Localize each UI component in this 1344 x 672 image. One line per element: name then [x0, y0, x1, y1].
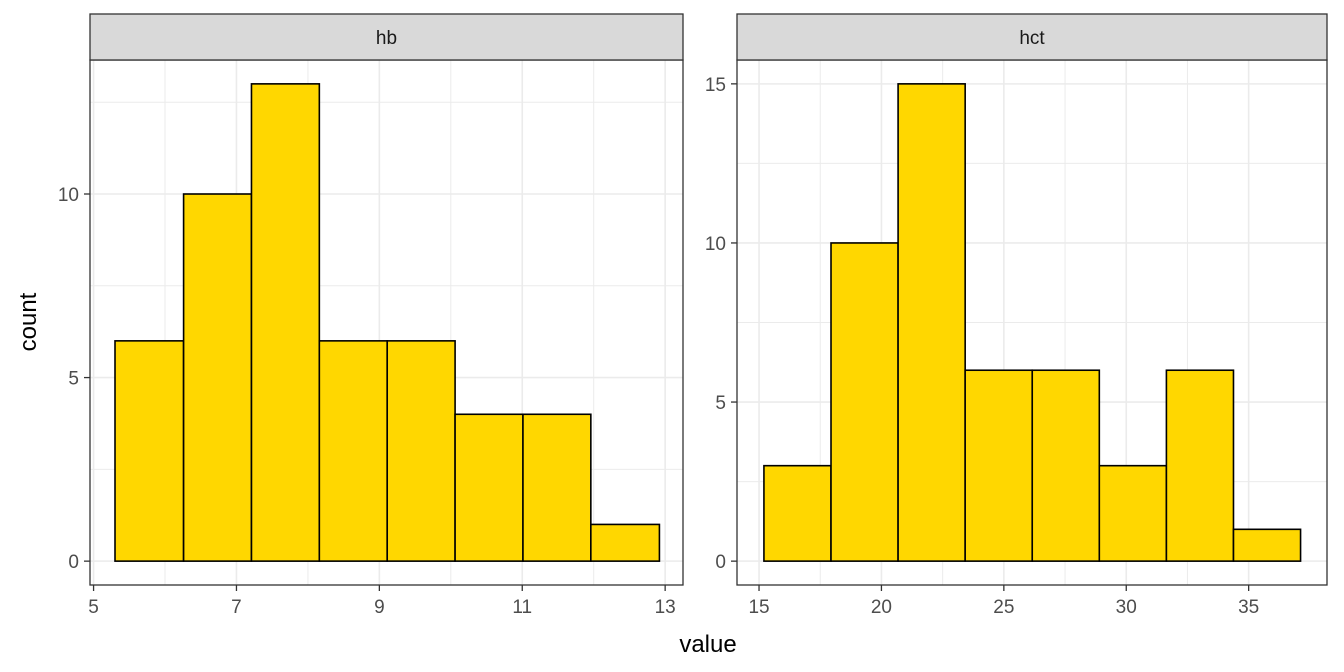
facet-panel-hct: hct 15 20 25 30 35 0 5 10 15	[705, 13, 1328, 618]
facet-strip	[736, 13, 1328, 61]
y-axis: 0 5 10 15	[705, 75, 737, 573]
histogram-bar-hct-7	[1165, 369, 1235, 562]
x-tick-label: 35	[1238, 597, 1259, 618]
histogram-bar-hb-5	[386, 340, 456, 562]
x-tick-label: 30	[1116, 597, 1137, 618]
x-axis: 5 7 9 11 13	[88, 585, 676, 618]
y-tick-label: 0	[68, 552, 79, 573]
x-tick-label: 7	[231, 597, 242, 618]
x-tick-label: 15	[748, 597, 769, 618]
histogram-bar-hct-6	[1098, 464, 1168, 562]
histogram-bar-hct-3	[897, 83, 966, 562]
x-tick-label: 20	[871, 597, 892, 618]
histogram-bar-hb-3	[250, 83, 321, 562]
histogram-bar-hb-6	[454, 413, 524, 562]
histogram-bar-hct-4	[964, 369, 1034, 562]
histogram-bars	[763, 83, 1302, 562]
histogram-bar-hb-4	[318, 340, 389, 562]
x-tick-label: 13	[655, 597, 676, 618]
x-tick-label: 5	[88, 597, 99, 618]
facet-strip-label: hct	[1019, 28, 1045, 49]
y-tick-label: 5	[68, 369, 79, 390]
x-tick-label: 9	[374, 597, 385, 618]
histogram-bar-hct-1	[763, 464, 832, 562]
y-axis: 0 5 10	[58, 185, 90, 573]
x-tick-label: 25	[993, 597, 1014, 618]
y-tick-label: 10	[58, 185, 79, 206]
facet-strip-label: hb	[376, 28, 397, 49]
x-tick-label: 11	[512, 597, 532, 618]
histogram-bars	[114, 83, 661, 562]
y-tick-label: 10	[705, 234, 726, 255]
histogram-bar-hb-7	[522, 413, 592, 562]
histogram-bar-hct-5	[1031, 369, 1101, 562]
y-axis-title: count	[15, 292, 42, 351]
x-axis: 15 20 25 30 35	[748, 585, 1259, 618]
panels-layer: hb 5 7 9 11 13 0 5 10 hct 15 20 25 30 35 0 5 10 15	[58, 13, 1328, 618]
histogram-bar-hb-8	[590, 523, 661, 562]
facet-panel-hb: hb 5 7 9 11 13 0 5 10	[58, 13, 684, 618]
y-tick-label: 15	[705, 75, 726, 96]
histogram-bar-hct-8	[1232, 528, 1302, 562]
y-tick-label: 0	[715, 552, 726, 573]
x-axis-title: value	[679, 631, 736, 658]
histogram-bar-hct-2	[830, 242, 899, 562]
histogram-bar-hb-2	[182, 193, 253, 562]
y-tick-label: 5	[715, 393, 726, 414]
histogram-bar-hb-1	[114, 340, 185, 562]
facet-strip	[89, 13, 684, 61]
